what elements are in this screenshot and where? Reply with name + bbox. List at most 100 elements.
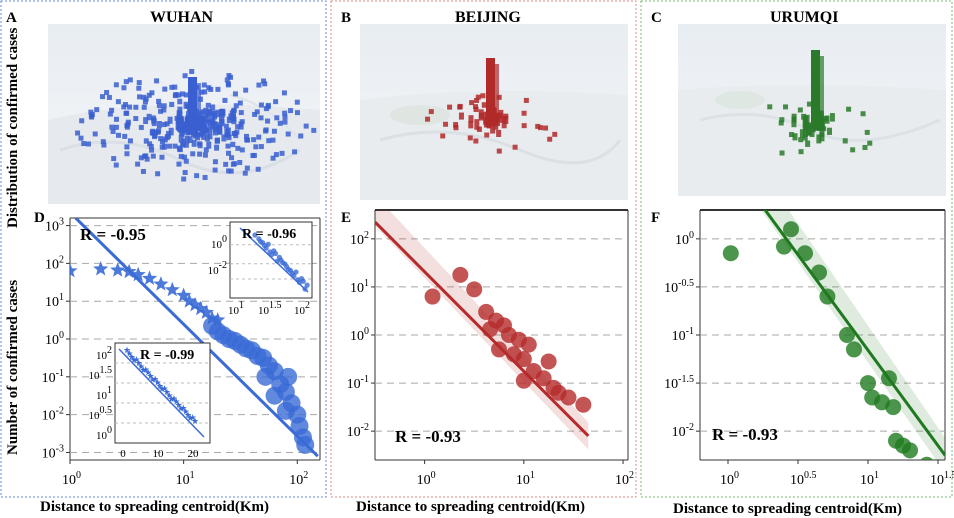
inset-point (263, 245, 269, 251)
map-block (210, 118, 216, 130)
data-star (198, 304, 214, 319)
map-block (253, 144, 259, 150)
inset-star: ★ (158, 384, 166, 394)
map-block (183, 92, 189, 98)
map-block (224, 77, 230, 83)
map-block (172, 93, 178, 99)
inset-star: ★ (149, 375, 157, 385)
inset-star: ★ (130, 355, 138, 365)
map-block (203, 147, 209, 153)
map-block (217, 128, 223, 135)
map-block (244, 165, 250, 171)
map-block (498, 109, 504, 123)
map-block (212, 167, 218, 173)
map-block (294, 110, 300, 116)
map-block (473, 104, 479, 110)
map-block (172, 84, 178, 90)
map-block (177, 126, 183, 132)
map-block (191, 139, 197, 147)
map-block (311, 127, 317, 133)
r-label: R = -0.95 (80, 225, 146, 244)
map-block (229, 155, 235, 161)
map-block (480, 93, 486, 99)
map-block (823, 116, 829, 122)
map-block (453, 122, 459, 128)
ylabel-number: Number of confirmed cases (5, 280, 21, 455)
inset-y-tick: 102 (96, 345, 112, 362)
map-block (158, 108, 164, 114)
map-block (156, 128, 162, 134)
map-block (156, 98, 162, 104)
map-block (162, 86, 168, 92)
map-block (468, 115, 474, 123)
map-block (161, 122, 167, 128)
map-block (251, 152, 257, 158)
map-block (842, 138, 848, 144)
map-block (189, 68, 195, 74)
inset-y-tick: 100 (211, 234, 227, 251)
map-block (850, 147, 856, 153)
map-block (783, 104, 789, 110)
chart-urumqi: 100 10-0.5 10-1 10-1.5 10-2 100 100.5 101 101.5 R… (664, 209, 954, 488)
city-title-urumqi: URUMQI (770, 9, 838, 26)
map-block (205, 113, 211, 123)
inset-point (291, 273, 297, 279)
map-block (200, 109, 206, 115)
y-tick-label: 10-1 (672, 326, 694, 344)
map-block (226, 134, 232, 141)
map-block (167, 143, 173, 149)
inset-star: ★ (186, 413, 194, 423)
inset-star: ★ (128, 352, 136, 362)
map-block (183, 101, 189, 109)
map-block (277, 120, 283, 126)
map-block (177, 111, 183, 124)
map-block (218, 110, 224, 117)
map-block (298, 133, 304, 139)
map-block (447, 104, 453, 110)
map-block (806, 101, 812, 107)
map-block (288, 108, 294, 114)
x-tick-label: 100 (62, 470, 81, 488)
data-star (176, 287, 192, 302)
map-block (109, 107, 115, 113)
map-block (235, 145, 241, 151)
map-block (177, 147, 183, 153)
map-block (151, 117, 157, 124)
map-block (169, 84, 175, 90)
map-block (244, 133, 250, 139)
map-block (496, 148, 502, 154)
map-block (263, 128, 269, 134)
map-block (230, 141, 236, 148)
map-block (266, 138, 272, 144)
data-point (482, 321, 499, 338)
map-block (792, 133, 798, 141)
plot-area (722, 210, 945, 460)
map-block (204, 134, 210, 142)
panel-letter-e: E (341, 210, 351, 226)
inset-point (257, 238, 264, 245)
map-block (237, 159, 243, 165)
map-block (181, 121, 187, 129)
data-point (811, 264, 827, 281)
x-tick-label: 100 (720, 470, 739, 488)
x-tick-label: 102 (615, 470, 634, 488)
map-block (88, 109, 94, 115)
map-block (258, 115, 264, 121)
inset-y-tick: 100.5 (89, 405, 113, 422)
data-star (110, 262, 126, 277)
map-block (258, 102, 264, 108)
data-point (819, 288, 836, 305)
x-tick-label: 101 (860, 470, 879, 488)
map-block (175, 121, 181, 131)
map-block (483, 111, 489, 125)
map-block (767, 104, 773, 110)
map-block (179, 131, 185, 137)
map-block (217, 125, 223, 131)
map-block (124, 144, 130, 150)
data-point (885, 399, 902, 416)
map-block (443, 121, 449, 127)
map-block (149, 129, 155, 136)
map-block (137, 94, 143, 100)
xlabel-urumqi: Distance to spreading centroid(Km) (673, 501, 902, 517)
data-star (70, 262, 78, 278)
